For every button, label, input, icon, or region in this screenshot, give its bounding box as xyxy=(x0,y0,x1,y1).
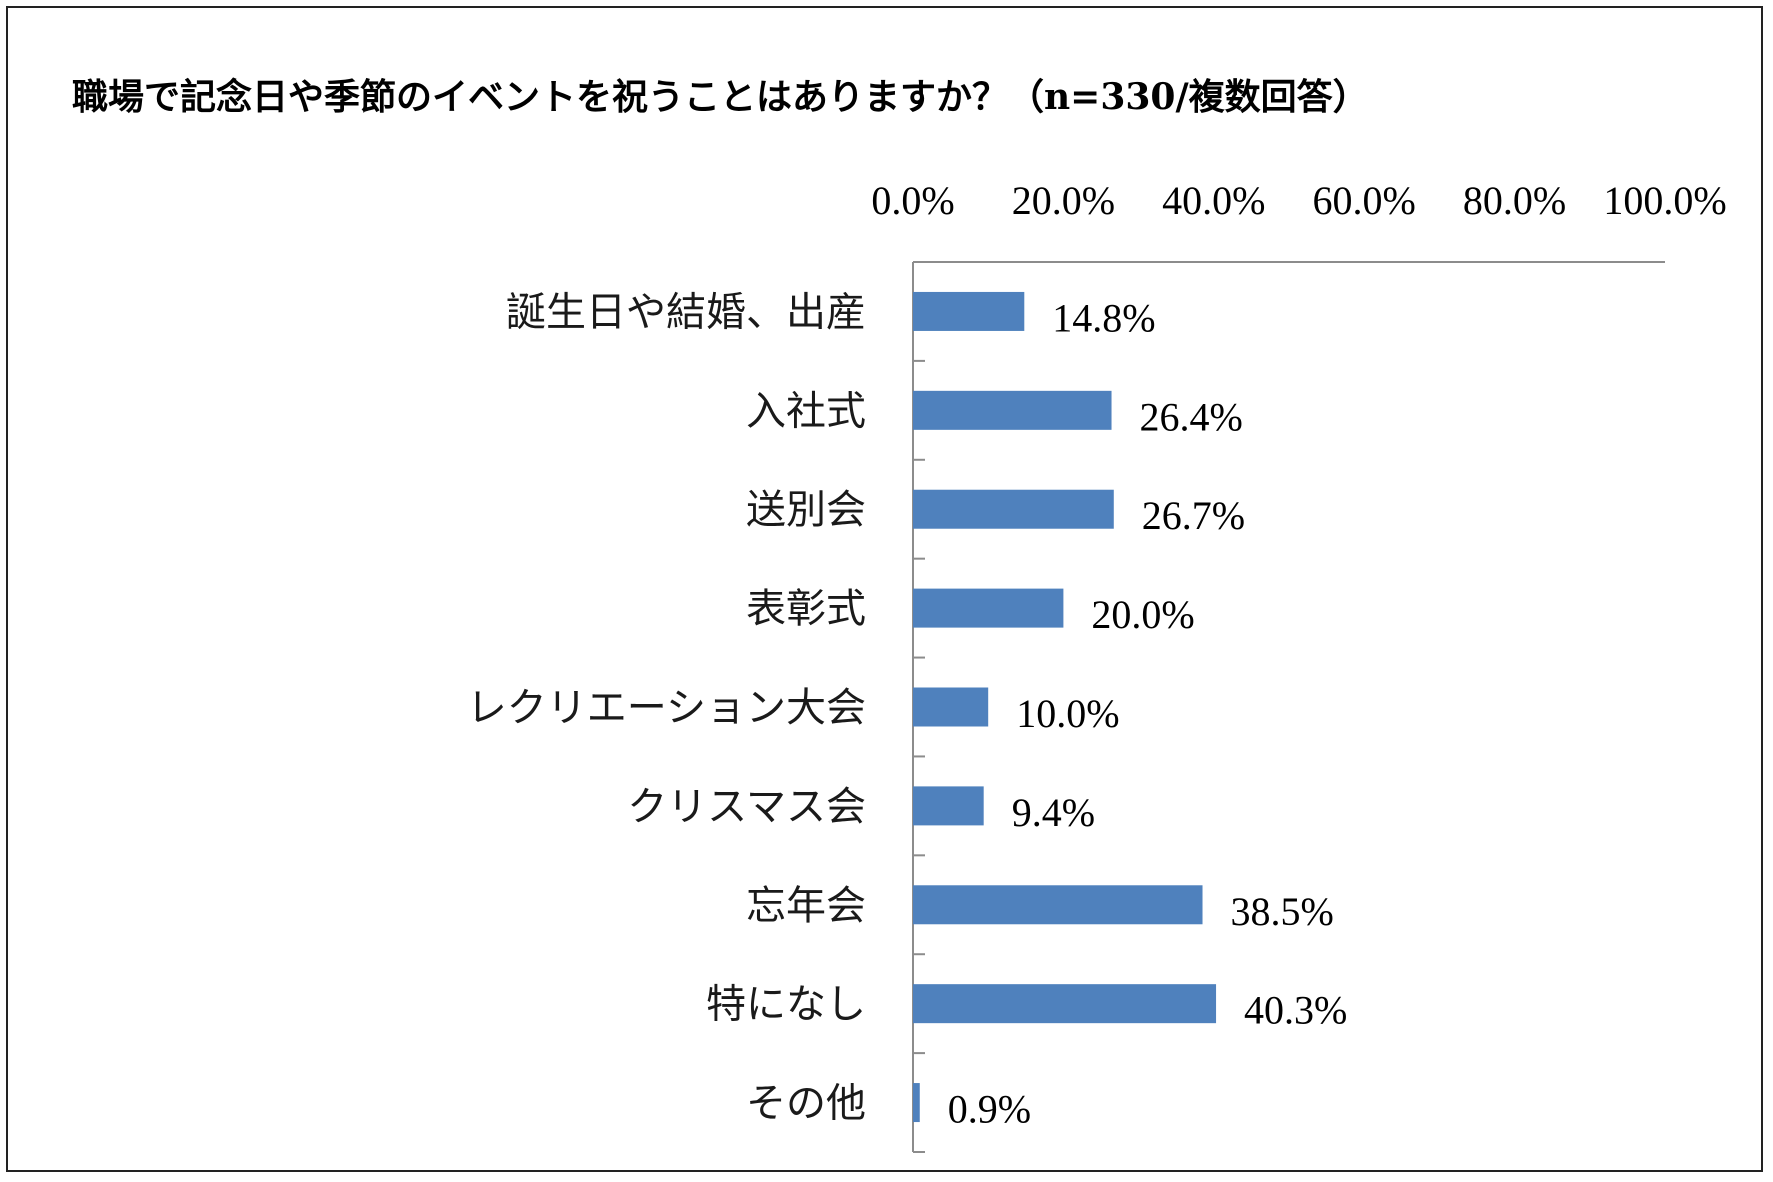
data-label: 14.8% xyxy=(1052,295,1155,340)
category-label: 表彰式 xyxy=(746,586,866,632)
data-label: 26.7% xyxy=(1142,493,1245,538)
category-label: 誕生日や結婚、出産 xyxy=(506,289,866,335)
category-label: その他 xyxy=(746,1081,866,1127)
bar xyxy=(913,687,989,727)
chart-title: 職場で記念日や季節のイベントを祝うことはありますか？（n=330/複数回答） xyxy=(72,76,1369,118)
axis-layer: 0.0% 20.0% 40.0% 60.0% 80.0% 100.0% 誕生日や結婚、出産入… xyxy=(467,178,1727,1153)
bar xyxy=(913,588,1064,628)
bar xyxy=(913,1083,920,1123)
category-label: 忘年会 xyxy=(746,883,866,929)
data-label: 0.9% xyxy=(948,1087,1031,1132)
bar xyxy=(913,390,1112,430)
category-label: レクリエーション大会 xyxy=(467,685,866,731)
bar xyxy=(913,489,1114,529)
x-tick-label: 20.0% xyxy=(1012,178,1115,223)
bar xyxy=(913,786,984,826)
chart-frame: 職場で記念日や季節のイベントを祝うことはありますか？（n=330/複数回答） xyxy=(6,6,1763,1172)
x-tick-label: 60.0% xyxy=(1313,178,1416,223)
category-label: クリスマス会 xyxy=(627,784,866,830)
bar-layer: 14.8% 26.4% 26.7% 20.0% 10.0% 9.4% 38.5% 40.3% 0… xyxy=(913,291,1347,1132)
x-tick-label: 40.0% xyxy=(1162,178,1265,223)
bar xyxy=(913,885,1203,925)
x-tick-label: 0.0% xyxy=(871,178,954,223)
data-label: 20.0% xyxy=(1091,592,1194,637)
category-label: 送別会 xyxy=(746,487,866,533)
category-label: 特になし xyxy=(706,982,866,1028)
x-tick-label: 100.0% xyxy=(1603,178,1726,223)
category-label: 入社式 xyxy=(746,388,866,434)
data-label: 10.0% xyxy=(1016,691,1119,736)
bar xyxy=(913,984,1217,1024)
data-label: 38.5% xyxy=(1231,889,1334,934)
bar xyxy=(913,291,1025,331)
data-label: 40.3% xyxy=(1244,988,1347,1033)
data-label: 9.4% xyxy=(1012,790,1095,835)
x-tick-label: 80.0% xyxy=(1463,178,1566,223)
data-label: 26.4% xyxy=(1140,394,1243,439)
